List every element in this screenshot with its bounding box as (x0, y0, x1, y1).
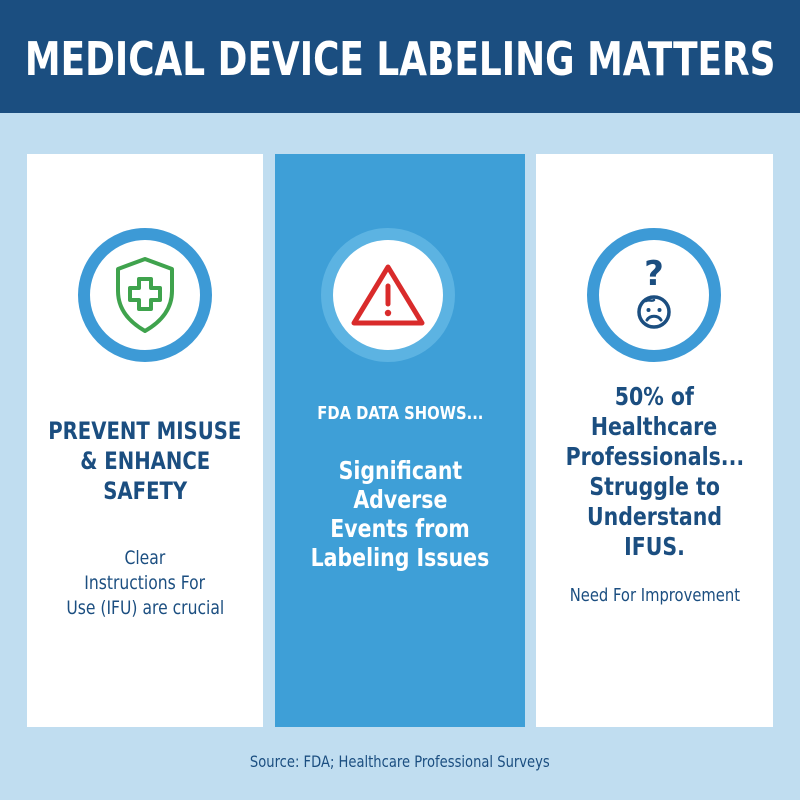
header-banner: MEDICAL DEVICE LABELING MATTERS (0, 0, 800, 113)
card-prevent-misuse: PREVENT MISUSE & ENHANCE SAFETY Clear In… (27, 154, 263, 727)
confused-face-question-icon: ? (637, 255, 671, 329)
svg-text:?: ? (644, 255, 664, 294)
warning-triangle-icon (351, 264, 425, 326)
card-title: PREVENT MISUSE & ENHANCE SAFETY (48, 417, 242, 505)
icon-ring (333, 240, 443, 350)
card-subtitle: Clear Instructions For Use (IFU) are cru… (66, 547, 224, 619)
page-title: MEDICAL DEVICE LABELING MATTERS (24, 31, 776, 86)
card-kicker: FDA DATA SHOWS... (316, 403, 484, 424)
icon-ring: ? (587, 228, 721, 362)
card-fda-data: FDA DATA SHOWS... Significant Adverse Ev… (275, 154, 525, 727)
icon-ring (78, 228, 212, 362)
source-footnote: Source: FDA; Healthcare Professional Sur… (250, 752, 550, 771)
card-healthcare-professionals: ? 50% of Healthcare Professionals... Str… (536, 154, 773, 727)
card-title: Significant Adverse Events from Labeling… (310, 456, 490, 572)
shield-plus-icon (116, 257, 174, 333)
card-title: 50% of Healthcare Professionals... Strug… (565, 382, 744, 561)
card-subtitle: Need For Improvement (569, 585, 740, 606)
